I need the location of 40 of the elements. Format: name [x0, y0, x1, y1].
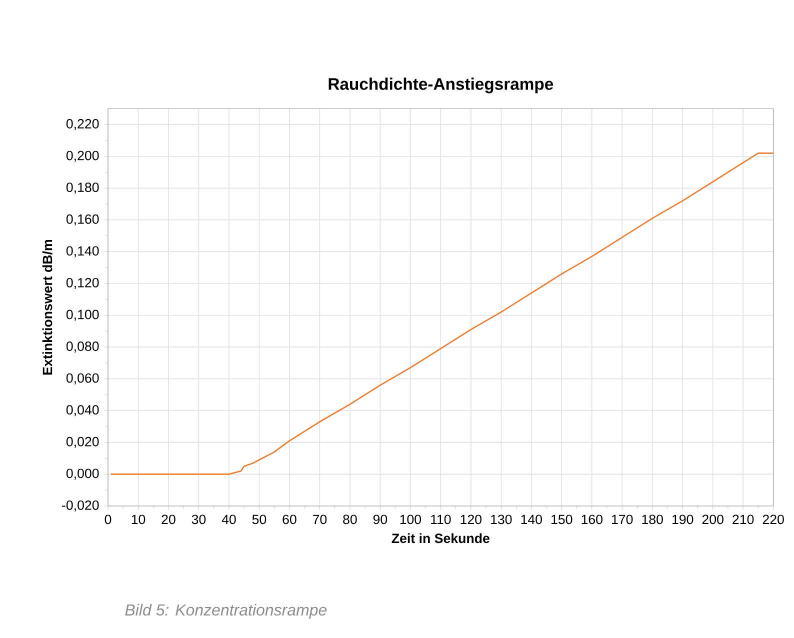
- x-tick-label: 40: [222, 514, 236, 524]
- x-tick-label: 120: [460, 514, 482, 524]
- y-tick-label: -0,020: [62, 500, 99, 512]
- x-tick-label: 30: [192, 514, 206, 524]
- y-tick-label: 0,040: [66, 405, 99, 416]
- x-tick-label: 180: [642, 514, 663, 524]
- y-tick-label: 0,160: [66, 214, 99, 226]
- y-tick-label: 0,080: [66, 342, 99, 353]
- x-tick-label: 140: [521, 514, 542, 524]
- y-axis-title: Extinktionswert dB/m: [42, 240, 52, 375]
- x-axis-title: Zeit in Sekunde: [392, 533, 490, 544]
- x-tick-label: 80: [343, 514, 357, 524]
- x-tick-label: 170: [612, 514, 633, 524]
- y-tick-label: 0,180: [66, 182, 99, 194]
- y-tick-label: 0,060: [66, 373, 99, 384]
- x-tick-label: 0: [104, 514, 112, 524]
- x-tick-label: 220: [762, 514, 784, 524]
- x-tick-label: 90: [373, 514, 388, 524]
- x-tick-label: 110: [431, 514, 451, 524]
- text: Bild 5: Konzentrationsrampe: [125, 604, 327, 619]
- x-tick-label: 190: [672, 514, 694, 524]
- x-tick-label: 200: [702, 514, 724, 524]
- x-tick-label: 50: [252, 514, 266, 524]
- x-tick-label: 70: [312, 514, 327, 524]
- x-tick-label: 60: [282, 514, 296, 524]
- y-tick-label: 0,020: [66, 436, 99, 448]
- y-tick-label: 0,140: [66, 246, 99, 258]
- x-tick-label: 210: [732, 514, 754, 524]
- x-tick-label: 10: [132, 514, 146, 524]
- y-tick-label: 0,220: [66, 119, 99, 130]
- x-tick-label: 150: [552, 514, 572, 524]
- y-tick-label: 0,100: [66, 310, 99, 321]
- chart-title: Rauchdichte-Anstiegsrampe: [328, 78, 554, 94]
- y-tick-label: 0,120: [66, 278, 99, 289]
- y-tick-label: 0,200: [66, 150, 99, 162]
- x-tick-label: 130: [491, 514, 512, 524]
- x-tick-label: 100: [400, 514, 422, 524]
- x-tick-label: 20: [162, 514, 176, 524]
- x-tick-label: 160: [582, 514, 602, 524]
- y-tick-label: 0,000: [66, 468, 99, 480]
